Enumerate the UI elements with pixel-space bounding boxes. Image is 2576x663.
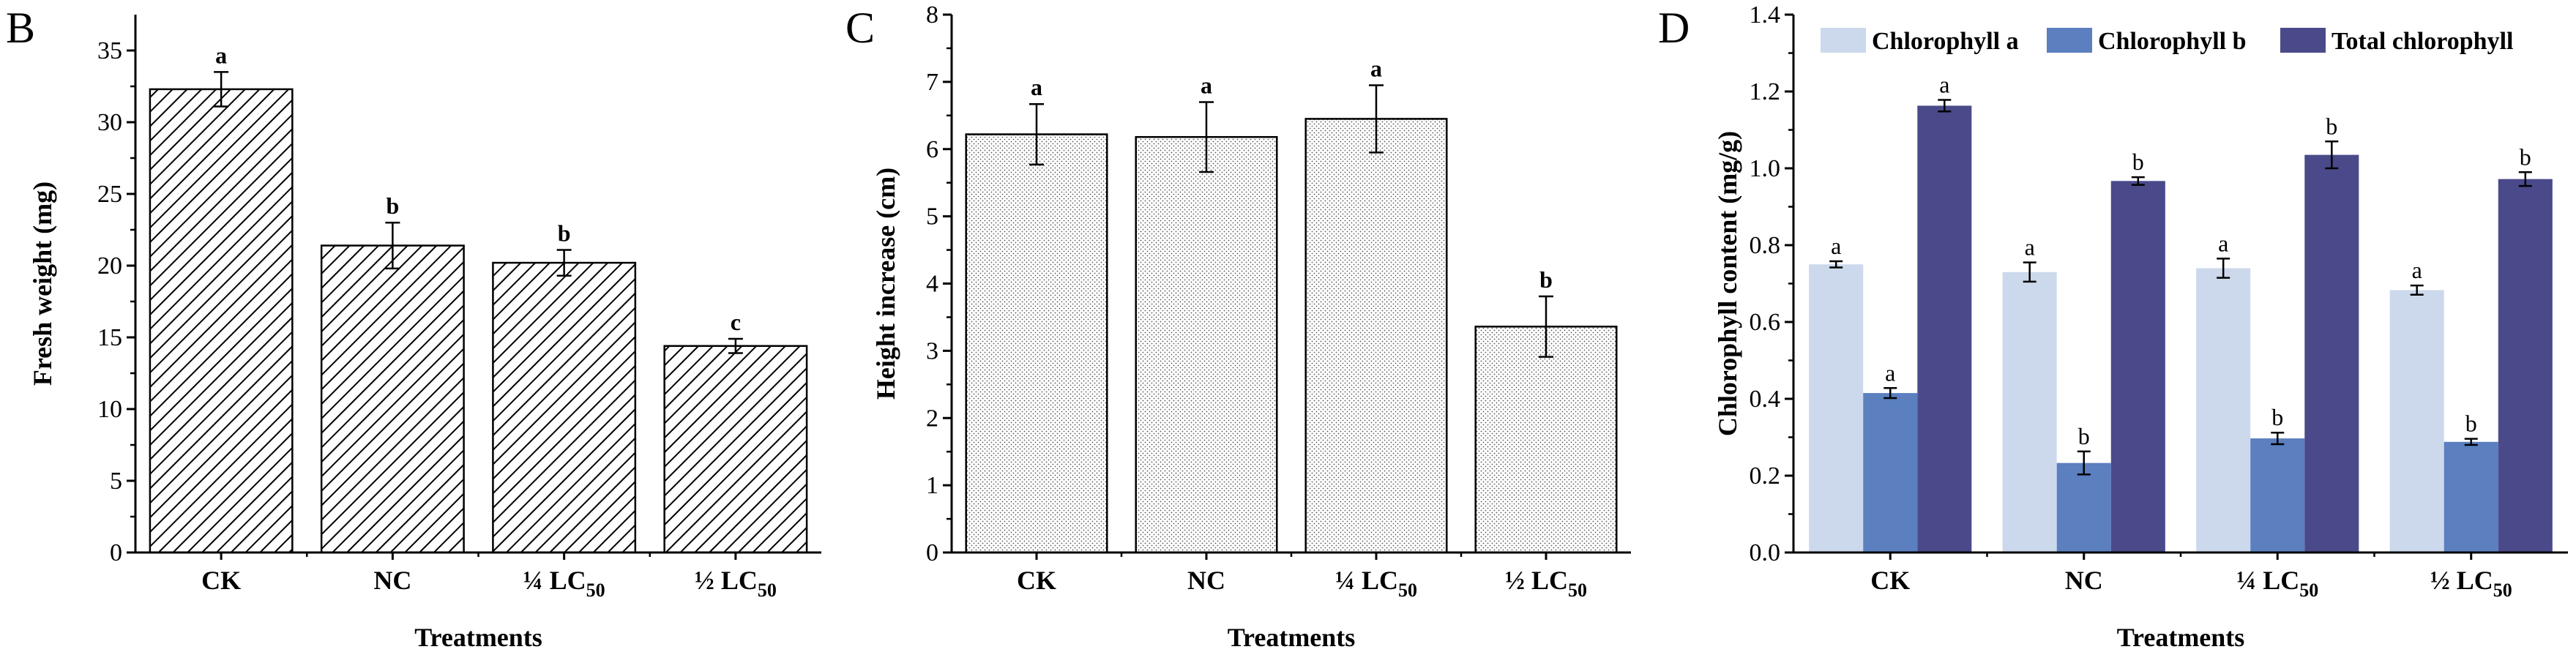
bar	[1474, 326, 1618, 554]
x-tick-label: ½ LC50	[1505, 566, 1587, 601]
y-tick-label: 5	[110, 468, 122, 495]
significance-letter: a	[1939, 72, 1949, 98]
legend-swatch	[2047, 28, 2092, 53]
bar	[2250, 438, 2305, 552]
bar	[1809, 264, 1864, 552]
y-tick-label: 15	[97, 324, 122, 351]
significance-letter: b	[2271, 404, 2283, 430]
significance-letter: b	[558, 220, 571, 246]
x-tick-label: NC	[2065, 566, 2103, 595]
y-tick-label: 7	[926, 69, 938, 96]
panel-d-chlorophyll-content-chart: a a a a b b a b b a b b 0.0 0.2 0.4 0.6 0.8 1.0 1.2 1.4 CK NC…	[1713, 1, 2568, 652]
legend-label: Total chlorophyll	[2332, 28, 2513, 55]
bar	[2196, 268, 2251, 552]
y-tick-label: 5	[926, 203, 938, 231]
bar	[2002, 271, 2057, 552]
x-axis-title: Treatments	[414, 623, 542, 652]
y-tick-label: 0.6	[1750, 309, 1781, 336]
legend-swatch	[1821, 28, 1866, 53]
x-tick-label: ½ LC50	[695, 566, 777, 601]
y-tick-label: 10	[97, 396, 122, 423]
significance-letter: a	[1831, 233, 1841, 259]
y-tick-label: 35	[97, 37, 122, 64]
y-tick-label: 30	[97, 109, 122, 136]
x-axis-title: Treatments	[1228, 623, 1356, 652]
significance-letter: a	[1370, 55, 1382, 81]
bar	[1917, 105, 1972, 553]
significance-letter: a	[2412, 257, 2422, 283]
bar	[1304, 118, 1448, 554]
x-tick-label: ¼ LC50	[523, 566, 605, 601]
y-axis-title: Chlorophyll content (mg/g)	[1713, 131, 1742, 436]
bar	[965, 133, 1108, 554]
panel-c-height-increase-chart: a a a b 0 1 2 3 4 5 6 7 8 CK NC ¼ LC50 ½ LC50 Treatments H…	[871, 1, 1631, 652]
bar	[2444, 441, 2498, 552]
significance-letter: b	[2520, 143, 2531, 170]
x-axis-title: Treatments	[2117, 623, 2245, 652]
significance-letter: a	[215, 42, 227, 68]
significance-letter: a	[1201, 72, 1212, 98]
y-axis-title: Fresh weight (mg)	[28, 181, 57, 386]
x-tick-label: NC	[373, 566, 411, 595]
significance-letter: b	[2326, 113, 2337, 139]
y-tick-label: 0.4	[1750, 386, 1781, 413]
bar	[149, 88, 294, 554]
significance-letter: a	[2218, 230, 2228, 256]
y-tick-label: 1	[926, 472, 938, 499]
panel-b-fresh-weight-chart: a b b c 0 5 10 15 20 25 30 35 CK NC ¼ LC50 ½ LC50 Treatm…	[28, 15, 821, 652]
bar	[2498, 179, 2553, 552]
y-tick-label: 25	[97, 181, 122, 208]
y-tick-label: 8	[926, 1, 938, 29]
significance-letter: c	[731, 309, 741, 335]
legend-swatch	[2280, 28, 2326, 53]
x-tick-label: CK	[201, 566, 241, 595]
significance-letter: b	[2132, 149, 2144, 175]
bar	[2056, 462, 2111, 552]
x-tick-label: CK	[1017, 566, 1056, 595]
significance-letter: a	[1885, 359, 1895, 386]
x-tick-label: ¼ LC50	[2236, 566, 2318, 601]
bar	[1863, 393, 1918, 552]
y-tick-label: 1.2	[1750, 78, 1781, 105]
significance-letter: b	[1539, 266, 1553, 293]
panel-letter-b: B	[6, 4, 35, 52]
bar	[1135, 135, 1278, 554]
y-tick-label: 0.8	[1750, 232, 1781, 259]
panel-letter-d: D	[1658, 4, 1690, 52]
bar	[320, 244, 465, 554]
y-tick-label: 4	[926, 271, 938, 298]
legend-label: Chlorophyll a	[1872, 28, 2019, 55]
y-tick-label: 0.0	[1750, 539, 1781, 566]
y-tick-label: 0	[926, 539, 938, 566]
y-tick-label: 0.2	[1750, 462, 1781, 490]
y-tick-label: 6	[926, 136, 938, 163]
panel-letter-c: C	[845, 4, 875, 52]
bar	[2110, 181, 2165, 552]
y-tick-label: 20	[97, 252, 122, 280]
legend-label: Chlorophyll b	[2098, 28, 2247, 55]
x-tick-label: CK	[1870, 566, 1910, 595]
significance-letter: a	[2025, 234, 2035, 261]
y-tick-label: 2	[926, 405, 938, 432]
y-tick-label: 1.4	[1750, 1, 1781, 29]
bar	[492, 261, 637, 554]
bar	[2389, 290, 2444, 552]
significance-letter: a	[1031, 74, 1042, 100]
significance-letter: b	[386, 192, 399, 219]
y-tick-label: 3	[926, 337, 938, 364]
bar	[2304, 154, 2359, 552]
significance-letter: b	[2465, 411, 2477, 437]
x-tick-label: ½ LC50	[2430, 566, 2512, 601]
y-tick-label: 0	[110, 539, 122, 566]
y-tick-label: 1.0	[1750, 155, 1781, 182]
bar	[663, 345, 808, 554]
y-axis-title: Height increase (cm)	[871, 168, 900, 400]
x-tick-label: NC	[1187, 566, 1225, 595]
x-tick-label: ¼ LC50	[1335, 566, 1417, 601]
significance-letter: b	[2078, 423, 2090, 449]
